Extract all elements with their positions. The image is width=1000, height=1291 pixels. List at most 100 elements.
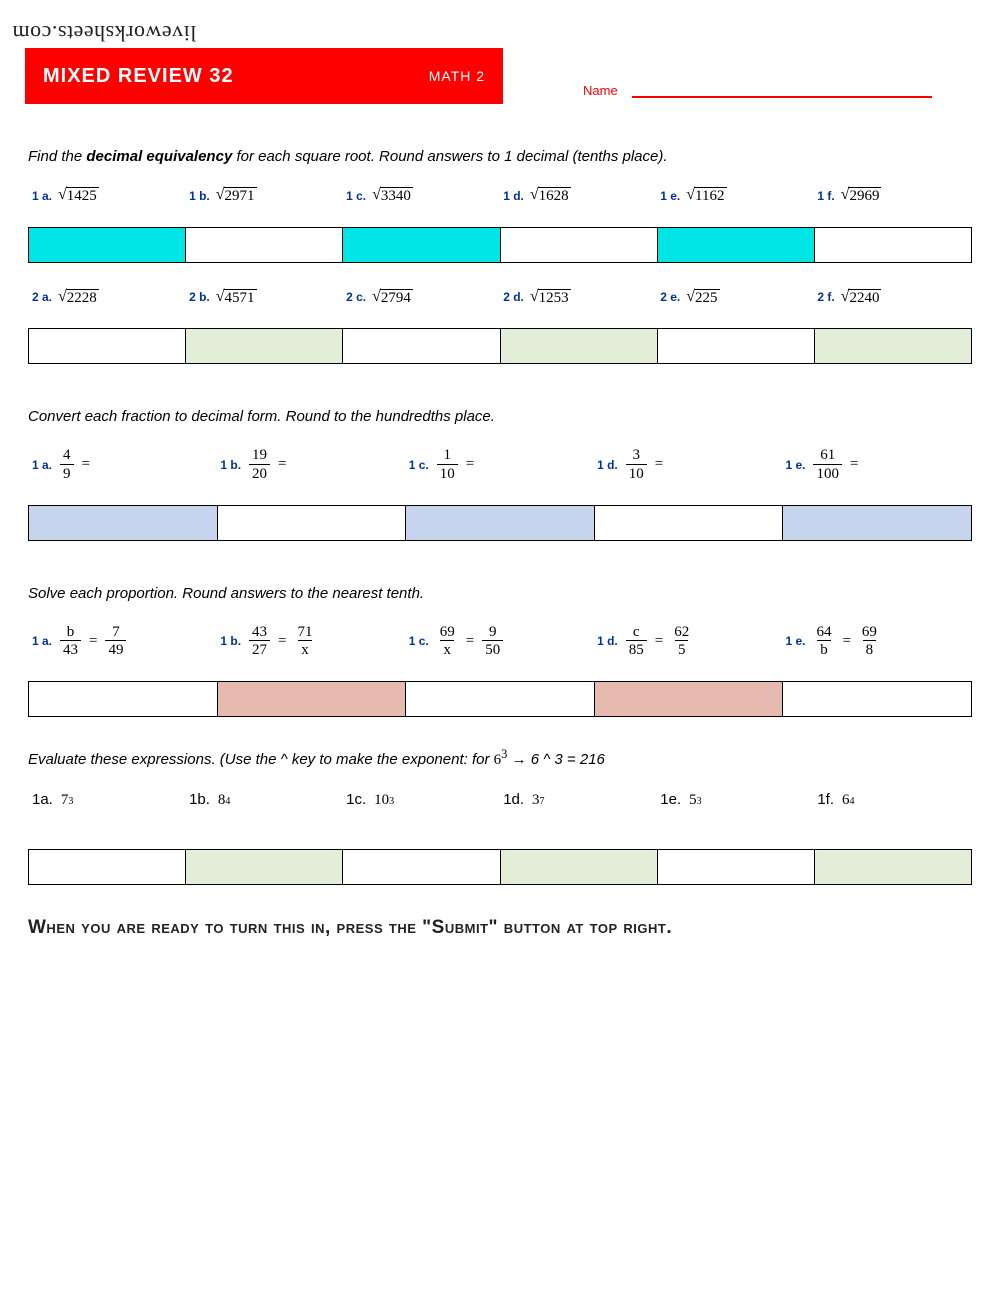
expr-base: 6 [494, 752, 502, 768]
radicand: 2228 [66, 289, 99, 307]
prob-label: 2 b. [189, 290, 210, 304]
prob-label: 1c. [346, 791, 366, 808]
prob-label: 1 e. [660, 189, 680, 203]
sqrt-expr: √1425 [58, 187, 99, 205]
answer-cell[interactable] [29, 329, 186, 363]
prob-f1d: 1 d.310= [597, 447, 780, 483]
prob-label: 1 b. [220, 458, 241, 472]
prob-label: 1 e. [785, 458, 805, 472]
answer-cell[interactable] [595, 506, 784, 540]
prob-2c: 2 c.√2794 [346, 289, 497, 307]
prob-label: 1d. [503, 791, 524, 808]
radicand: 2240 [848, 289, 881, 307]
prob-p1d: 1 d.c85=625 [597, 624, 780, 660]
answer-row-fraction [28, 505, 972, 541]
prob-label: 1 a. [32, 189, 52, 203]
prob-label: 1a. [32, 791, 53, 808]
instr-bold: decimal equivalency [86, 148, 232, 165]
fraction: 71x [295, 624, 316, 660]
prob-label: 1 d. [503, 189, 524, 203]
prob-1a: 1 a. √1425 [32, 187, 183, 205]
section-sqrt: Find the decimal equivalency for each sq… [0, 148, 1000, 364]
worksheet-title: MIXED REVIEW 32 [43, 65, 429, 88]
answer-cell[interactable] [343, 228, 500, 262]
answer-cell[interactable] [815, 850, 971, 884]
prob-label: 1 b. [189, 189, 210, 203]
answer-cell[interactable] [29, 228, 186, 262]
answer-cell[interactable] [595, 682, 784, 716]
section-fraction: Convert each fraction to decimal form. R… [0, 408, 1000, 541]
base: 5 [689, 792, 697, 809]
base: 3 [532, 792, 540, 809]
answer-cell[interactable] [658, 329, 815, 363]
answer-cell[interactable] [406, 682, 595, 716]
sqrt-expr: √2240 [841, 289, 882, 307]
answer-cell[interactable] [343, 329, 500, 363]
answer-cell[interactable] [815, 228, 971, 262]
answer-row-exponent [28, 849, 972, 885]
exponent-row: 1a.73 1b.84 1c.103 1d.37 1e.53 1f.64 [28, 791, 972, 809]
answer-cell[interactable] [501, 850, 658, 884]
prob-e1b: 1b.84 [189, 791, 340, 809]
instruction-fraction: Convert each fraction to decimal form. R… [28, 408, 972, 425]
exponent: 3 [68, 796, 73, 807]
answer-cell[interactable] [343, 850, 500, 884]
answer-cell[interactable] [186, 329, 343, 363]
prob-label: 1f. [817, 791, 834, 808]
answer-cell[interactable] [29, 850, 186, 884]
radicand: 2794 [380, 289, 413, 307]
prob-label: 1b. [189, 791, 210, 808]
title-banner: MIXED REVIEW 32 MATH 2 [25, 48, 503, 104]
fraction: 310 [626, 447, 647, 483]
prob-2a: 2 a.√2228 [32, 289, 183, 307]
prob-f1e: 1 e.61100= [785, 447, 968, 483]
answer-cell[interactable] [658, 228, 815, 262]
footer-note: When you are ready to turn this in, pres… [0, 917, 1000, 939]
instr-text: → 6 ^ 3 = 216 [507, 751, 605, 768]
prob-label: 2 e. [660, 290, 680, 304]
fraction: 110 [437, 447, 458, 483]
fraction: 49 [60, 447, 74, 483]
radicand: 1162 [694, 187, 726, 205]
exponent: 7 [540, 796, 545, 807]
answer-cell[interactable] [29, 682, 218, 716]
proportion-row: 1 a.b43=749 1 b.4327=71x 1 c.69x=950 1 d… [28, 624, 972, 660]
exponent: 3 [697, 796, 702, 807]
prob-e1a: 1a.73 [32, 791, 183, 809]
fraction: 749 [105, 624, 126, 660]
answer-cell[interactable] [658, 850, 815, 884]
prob-e1d: 1d. 37 [503, 791, 654, 809]
prob-label: 1 c. [409, 634, 429, 648]
subject-label: MATH 2 [429, 68, 485, 84]
prob-2b: 2 b. √4571 [189, 289, 340, 307]
name-input-line[interactable] [632, 96, 932, 98]
answer-cell[interactable] [406, 506, 595, 540]
section-exponent: Evaluate these expressions. (Use the ^ k… [0, 747, 1000, 885]
prob-label: 1 a. [32, 634, 52, 648]
answer-cell[interactable] [218, 682, 407, 716]
answer-row-proportion [28, 681, 972, 717]
instr-text: Find the [28, 148, 86, 165]
answer-cell[interactable] [815, 329, 971, 363]
answer-cell[interactable] [501, 329, 658, 363]
answer-cell[interactable] [783, 506, 971, 540]
prob-label: 1 b. [220, 634, 241, 648]
radicand: 2971 [224, 187, 257, 205]
answer-cell[interactable] [783, 682, 971, 716]
sqrt-expr: √4571 [216, 289, 257, 307]
prob-p1b: 1 b.4327=71x [220, 624, 403, 660]
answer-cell[interactable] [186, 228, 343, 262]
fraction: 950 [482, 624, 503, 660]
fraction: c85 [626, 624, 647, 660]
header: MIXED REVIEW 32 MATH 2 Name [0, 48, 1000, 104]
prob-label: 1 a. [32, 458, 52, 472]
answer-cell[interactable] [29, 506, 218, 540]
answer-cell[interactable] [501, 228, 658, 262]
prob-2d: 2 d.√1253 [503, 289, 654, 307]
instr-text: for each square root. Round answers to 1… [232, 148, 667, 165]
prob-p1c: 1 c.69x=950 [409, 624, 592, 660]
answer-cell[interactable] [218, 506, 407, 540]
exponent: 3 [389, 796, 394, 807]
answer-cell[interactable] [186, 850, 343, 884]
fraction: 698 [859, 624, 880, 660]
